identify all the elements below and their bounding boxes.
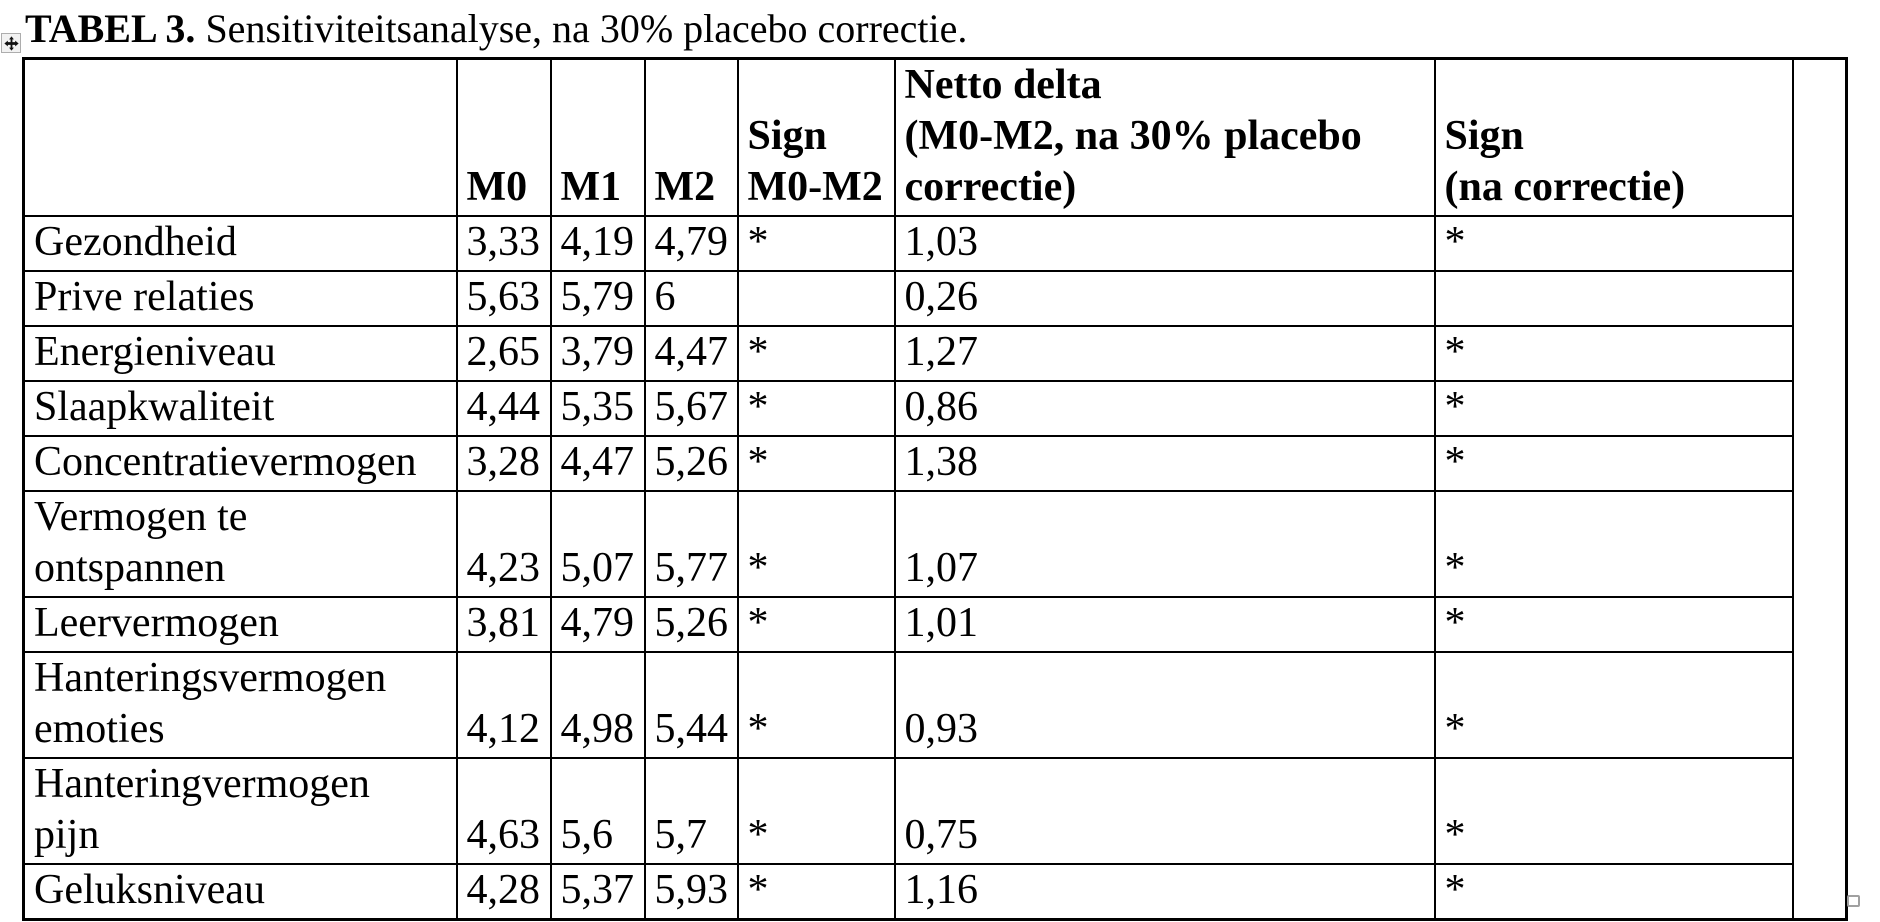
table-row-vermogen-te-ontspannen: Vermogen te ontspannen 4,23 5,07 5,77 * … — [22, 490, 1847, 598]
row-label-cell[interactable]: Slaapkwaliteit — [22, 380, 458, 437]
m1-cell[interactable]: 4,79 — [549, 596, 646, 653]
sign-corr-cell[interactable]: * — [1433, 757, 1794, 865]
table-row-geluksniveau: Geluksniveau 4,28 5,37 5,93 * 1,16 * — [22, 863, 1847, 921]
netto-delta-cell[interactable]: 0,26 — [893, 270, 1436, 327]
sign-corr-cell[interactable]: * — [1433, 596, 1794, 653]
table-caption-number: TABEL 3. — [25, 6, 196, 51]
table-resize-handle[interactable] — [1847, 895, 1860, 907]
row-label-cell[interactable]: Vermogen te ontspannen — [22, 490, 458, 598]
table-row-slaapkwaliteit: Slaapkwaliteit 4,44 5,35 5,67 * 0,86 * — [22, 380, 1847, 437]
m0-cell[interactable]: 4,44 — [455, 380, 552, 437]
table-row-concentratievermogen: Concentratievermogen 3,28 4,47 5,26 * 1,… — [22, 435, 1847, 492]
sign-cell[interactable]: * — [736, 215, 896, 272]
m0-cell[interactable]: 4,28 — [455, 863, 552, 921]
m1-cell[interactable]: 4,98 — [549, 651, 646, 759]
sign-corr-cell[interactable]: * — [1433, 651, 1794, 759]
header-cell-m1[interactable]: M1 — [549, 57, 646, 217]
m0-cell[interactable]: 3,81 — [455, 596, 552, 653]
table-row-leervermogen: Leervermogen 3,81 4,79 5,26 * 1,01 * — [22, 596, 1847, 653]
netto-delta-cell[interactable]: 1,16 — [893, 863, 1436, 921]
header-cell-sign-m0-m2[interactable]: Sign M0-M2 — [736, 57, 896, 217]
table-caption[interactable]: TABEL 3. Sensitiviteitsanalyse, na 30% p… — [25, 4, 967, 54]
m1-cell[interactable]: 5,6 — [549, 757, 646, 865]
m2-cell[interactable]: 5,77 — [643, 490, 739, 598]
sign-cell[interactable]: * — [736, 325, 896, 382]
m0-cell[interactable]: 2,65 — [455, 325, 552, 382]
m0-cell[interactable]: 3,33 — [455, 215, 552, 272]
table-row-prive-relaties: Prive relaties 5,63 5,79 6 0,26 — [22, 270, 1847, 327]
m0-cell[interactable]: 5,63 — [455, 270, 552, 327]
row-label-cell[interactable]: Gezondheid — [22, 215, 458, 272]
move-icon — [3, 35, 19, 51]
m0-cell[interactable]: 4,63 — [455, 757, 552, 865]
table-row-gezondheid: Gezondheid 3,33 4,19 4,79 * 1,03 * — [22, 215, 1847, 272]
sign-cell[interactable]: * — [736, 863, 896, 921]
data-table: M0 M1 M2 Sign M0-M2 Netto delta (M0-M2, … — [22, 57, 1848, 921]
sign-cell[interactable]: * — [736, 380, 896, 437]
sign-cell[interactable]: * — [736, 757, 896, 865]
row-label-cell[interactable]: Concentratievermogen — [22, 435, 458, 492]
table-container: M0 M1 M2 Sign M0-M2 Netto delta (M0-M2, … — [22, 57, 1848, 921]
sign-cell[interactable] — [736, 270, 896, 327]
m1-cell[interactable]: 5,79 — [549, 270, 646, 327]
m1-cell[interactable]: 5,35 — [549, 380, 646, 437]
m1-cell[interactable]: 5,07 — [549, 490, 646, 598]
sign-corr-cell[interactable] — [1433, 270, 1794, 327]
netto-delta-cell[interactable]: 1,07 — [893, 490, 1436, 598]
table-move-handle[interactable] — [1, 33, 21, 53]
sign-cell[interactable]: * — [736, 435, 896, 492]
table-row-energieniveau: Energieniveau 2,65 3,79 4,47 * 1,27 * — [22, 325, 1847, 382]
sign-corr-cell[interactable]: * — [1433, 435, 1794, 492]
netto-delta-cell[interactable]: 1,01 — [893, 596, 1436, 653]
m0-cell[interactable]: 4,23 — [455, 490, 552, 598]
m2-cell[interactable]: 4,47 — [643, 325, 739, 382]
netto-delta-cell[interactable]: 0,93 — [893, 651, 1436, 759]
sign-cell[interactable]: * — [736, 596, 896, 653]
sign-corr-cell[interactable]: * — [1433, 380, 1794, 437]
header-cell-netto-delta[interactable]: Netto delta (M0-M2, na 30% placebo corre… — [893, 57, 1436, 217]
sign-corr-cell[interactable]: * — [1433, 215, 1794, 272]
netto-delta-cell[interactable]: 0,86 — [893, 380, 1436, 437]
m2-cell[interactable]: 5,7 — [643, 757, 739, 865]
m0-cell[interactable]: 4,12 — [455, 651, 552, 759]
row-label-cell[interactable]: Leervermogen — [22, 596, 458, 653]
m1-cell[interactable]: 4,47 — [549, 435, 646, 492]
sign-cell[interactable]: * — [736, 651, 896, 759]
row-label-cell[interactable]: Prive relaties — [22, 270, 458, 327]
m2-cell[interactable]: 5,26 — [643, 596, 739, 653]
table-spare-column-cell[interactable] — [1791, 57, 1848, 921]
m2-cell[interactable]: 5,44 — [643, 651, 739, 759]
netto-delta-cell[interactable]: 1,03 — [893, 215, 1436, 272]
m0-cell[interactable]: 3,28 — [455, 435, 552, 492]
header-cell-label[interactable] — [22, 57, 458, 217]
sign-corr-cell[interactable]: * — [1433, 325, 1794, 382]
header-cell-sign-na-correctie[interactable]: Sign (na correctie) — [1433, 57, 1794, 217]
row-label-cell[interactable]: Energieniveau — [22, 325, 458, 382]
netto-delta-cell[interactable]: 1,38 — [893, 435, 1436, 492]
header-cell-m2[interactable]: M2 — [643, 57, 739, 217]
table-row-hanteringvermogen-pijn: Hanteringvermogen pijn 4,63 5,6 5,7 * 0,… — [22, 757, 1847, 865]
m1-cell[interactable]: 4,19 — [549, 215, 646, 272]
row-label-cell[interactable]: Geluksniveau — [22, 863, 458, 921]
row-label-cell[interactable]: Hanteringvermogen pijn — [22, 757, 458, 865]
netto-delta-cell[interactable]: 0,75 — [893, 757, 1436, 865]
row-label-cell[interactable]: Hanteringsvermogen emoties — [22, 651, 458, 759]
header-cell-m0[interactable]: M0 — [455, 57, 552, 217]
sign-cell[interactable]: * — [736, 490, 896, 598]
m2-cell[interactable]: 6 — [643, 270, 739, 327]
m2-cell[interactable]: 5,93 — [643, 863, 739, 921]
table-caption-text: Sensitiviteitsanalyse, na 30% placebo co… — [195, 6, 968, 51]
m2-cell[interactable]: 5,26 — [643, 435, 739, 492]
m2-cell[interactable]: 5,67 — [643, 380, 739, 437]
sign-corr-cell[interactable]: * — [1433, 490, 1794, 598]
table-row-hanteringsvermogen-emoties: Hanteringsvermogen emoties 4,12 4,98 5,4… — [22, 651, 1847, 759]
netto-delta-cell[interactable]: 1,27 — [893, 325, 1436, 382]
sign-corr-cell[interactable]: * — [1433, 863, 1794, 921]
m1-cell[interactable]: 5,37 — [549, 863, 646, 921]
m1-cell[interactable]: 3,79 — [549, 325, 646, 382]
m2-cell[interactable]: 4,79 — [643, 215, 739, 272]
header-row: M0 M1 M2 Sign M0-M2 Netto delta (M0-M2, … — [22, 57, 1848, 921]
